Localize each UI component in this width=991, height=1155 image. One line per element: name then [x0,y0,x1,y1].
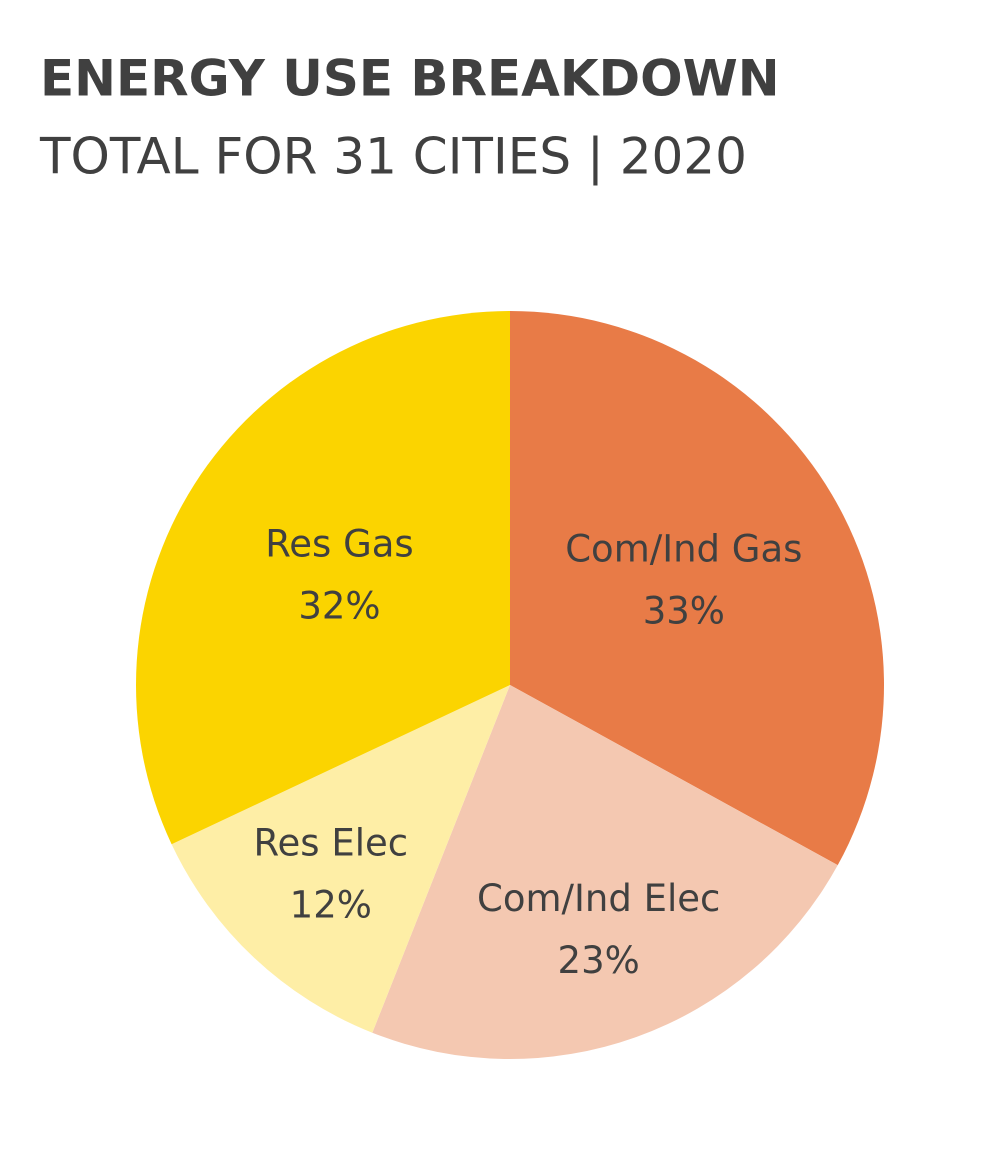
slice-label: Res Gas [265,522,413,565]
pie-slice [510,311,885,866]
slice-label: Res Elec [253,821,408,864]
slice-label: Com/Ind Elec [477,877,720,920]
slice-value-label: 12% [290,883,372,926]
slice-value-label: 23% [558,939,640,982]
chart-title: ENERGY USE BREAKDOWN [40,50,780,108]
pie-slice [171,685,511,1033]
chart-subtitle: TOTAL FOR 31 CITIES | 2020 [39,128,747,186]
pie-slice [135,311,510,845]
pie-slice [372,685,838,1060]
slice-label: Com/Ind Gas [565,528,802,571]
slice-value-label: 33% [643,590,725,633]
slice-value-label: 32% [298,584,380,627]
